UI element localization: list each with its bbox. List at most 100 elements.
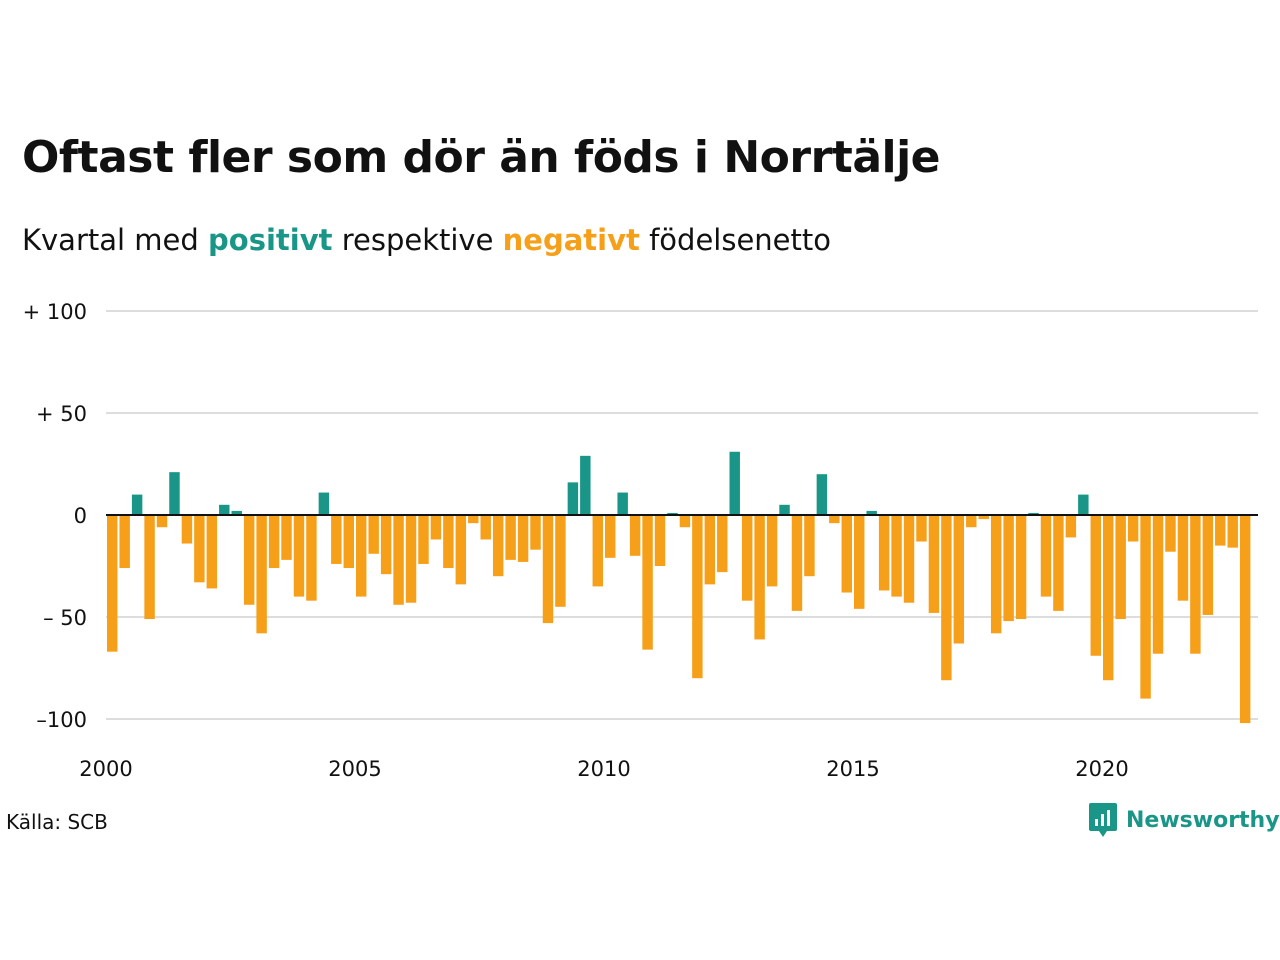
bar: 2010K3: -20 (629, 515, 641, 556)
bar: 2005K1: -40 (356, 515, 367, 597)
bar: 2003K1: -58 (256, 515, 267, 634)
bar: 2001K3: -14 (181, 515, 193, 544)
bar: 2021K2: -18 (1165, 515, 1176, 552)
x-tick-label: 2015 (826, 757, 879, 781)
bar: 2004K3: -24 (331, 515, 342, 564)
bar: 2018K4: -40 (1040, 515, 1052, 597)
bar: 2006K1: -43 (405, 515, 417, 603)
bar: 2017K3: -2 (978, 515, 989, 520)
bar: 2001K2: 21 (169, 472, 180, 515)
bar: 2022K2: -15 (1215, 515, 1226, 546)
y-tick-label: –100 (36, 708, 87, 732)
bar: 2004K1: -42 (306, 515, 317, 601)
bar: 2021K3: -42 (1177, 515, 1189, 601)
bar: 2015K3: -37 (878, 515, 890, 591)
source-note: Källa: SCB (6, 810, 108, 834)
bar: 2020K1: -81 (1103, 515, 1114, 681)
bar: 2020K3: -13 (1127, 515, 1139, 542)
bar: 2011K3: -6 (679, 515, 691, 528)
bar: 2018K3: 1 (1028, 512, 1039, 515)
subtitle-prefix: Kvartal med (22, 223, 209, 257)
bar: 2019K1: -47 (1053, 515, 1064, 611)
bar: 2020K2: -51 (1115, 515, 1126, 620)
newsworthy-logo-icon (1089, 803, 1117, 837)
bar: 2009K1: -45 (555, 515, 566, 607)
bar: 2002K3: 2 (231, 510, 242, 515)
bar: 2006K4: -26 (443, 515, 454, 569)
bar: 2017K1: -63 (953, 515, 965, 644)
bar: 2002K4: -44 (243, 515, 255, 605)
subtitle-suffix: födelsenetto (639, 223, 831, 257)
bar: 2021K1: -68 (1152, 515, 1164, 654)
bar: 2004K4: -26 (343, 515, 354, 569)
bar: 2012K1: -34 (704, 515, 716, 585)
bar: 2017K4: -58 (990, 515, 1002, 634)
bar: 2007K4: -30 (492, 515, 504, 577)
bar: 2015K4: -40 (891, 515, 902, 597)
bar: 2022K3: -16 (1227, 515, 1238, 548)
bar: 2022K4: -102 (1239, 515, 1251, 724)
x-tick-label: 2010 (577, 757, 630, 781)
bar: 2004K2: 11 (318, 492, 330, 515)
x-tick-label: 2020 (1075, 757, 1128, 781)
bar-chart: + 100 + 50 0 – 50 –100 2000K1: -672000K2: -26… (23, 300, 1258, 781)
bar: 2005K2: -19 (368, 515, 379, 554)
bar: 2017K2: -6 (966, 515, 977, 528)
bar: 2000K2: -26 (119, 515, 130, 569)
bar: 2014K1: -30 (804, 515, 815, 577)
bar: 2000K4: -51 (144, 515, 155, 620)
bar: 2021K4: -68 (1190, 515, 1201, 654)
bar: 2002K1: -36 (206, 515, 218, 589)
bar: 2009K4: -35 (592, 515, 603, 587)
bar: 2014K2: 20 (816, 474, 828, 515)
y-tick-label: – 50 (43, 606, 87, 630)
bar: 2018K2: -51 (1015, 515, 1027, 620)
bar: 2010K1: -21 (605, 515, 616, 558)
brand: Newsworthy (1088, 802, 1280, 838)
bar: 2013K3: 5 (779, 504, 790, 515)
bar: 2015K1: -46 (854, 515, 865, 609)
y-tick-label: + 50 (36, 402, 87, 426)
bar: 2019K2: -11 (1065, 515, 1077, 538)
bar: 2007K3: -12 (480, 515, 491, 540)
bar: 2013K2: -35 (766, 515, 778, 587)
bar: 2011K4: -80 (692, 515, 703, 679)
bar: 2001K4: -33 (194, 515, 205, 583)
bar: 2003K3: -22 (281, 515, 292, 560)
chart-title: Oftast fler som dör än föds i Norrtälje (22, 132, 941, 183)
bar: 2009K3: 29 (580, 455, 591, 515)
bar: 2018K1: -52 (1003, 515, 1014, 622)
bar: 2016K3: -48 (928, 515, 940, 613)
x-tick-label: 2000 (79, 757, 132, 781)
bar: 2008K2: -23 (517, 515, 529, 562)
bar: 2005K3: -29 (380, 515, 392, 575)
y-tick-label: + 100 (23, 300, 87, 324)
chart-subtitle: Kvartal med positivt respektive negativt… (22, 220, 831, 260)
bar: 2009K2: 16 (567, 482, 579, 515)
bar: 2000K3: 10 (131, 494, 143, 515)
bar: 2022K1: -49 (1202, 515, 1214, 615)
bar: 2006K3: -12 (430, 515, 442, 540)
bar: 2008K3: -17 (530, 515, 541, 550)
subtitle-middle: respektive (332, 223, 503, 257)
bar: 2012K3: 31 (729, 451, 740, 515)
bar: 2003K4: -40 (293, 515, 305, 597)
bar: 2005K4: -44 (393, 515, 404, 605)
bar: 2008K4: -53 (542, 515, 554, 624)
bar: 2015K2: 2 (866, 510, 877, 515)
bar: 2007K1: -34 (455, 515, 467, 585)
bar: 2013K1: -61 (754, 515, 765, 640)
bar: 2014K4: -38 (841, 515, 852, 593)
y-tick-label: 0 (74, 504, 87, 528)
bar: 2016K1: -43 (903, 515, 915, 603)
bar: 2007K2: -4 (468, 515, 479, 524)
bar: 2008K1: -22 (505, 515, 516, 560)
bar: 2011K2: 1 (667, 512, 678, 515)
subtitle-positive-word: positivt (208, 223, 333, 257)
bar: 2016K4: -81 (941, 515, 952, 681)
bar: 2002K2: 5 (219, 504, 230, 515)
bar: 2011K1: -25 (654, 515, 666, 566)
bar: 2010K4: -66 (642, 515, 653, 650)
bar: 2019K3: 10 (1078, 494, 1089, 515)
bar: 2012K4: -42 (741, 515, 753, 601)
